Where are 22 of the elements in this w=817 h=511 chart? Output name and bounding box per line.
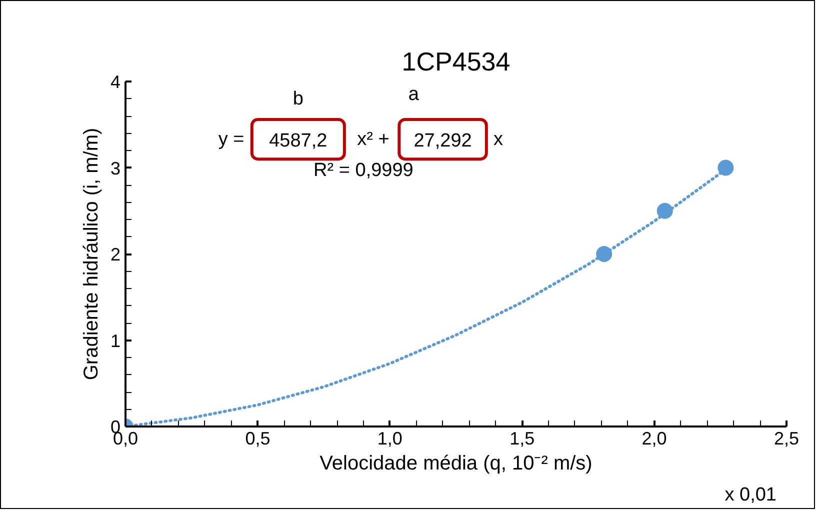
y-tick-label: 1 xyxy=(110,330,121,351)
annotation: y = xyxy=(218,128,244,150)
annotation: b xyxy=(292,88,304,110)
annotation: a xyxy=(408,84,420,105)
y-axis-title: Gradiente hidráulico (i, m/m) xyxy=(80,128,102,380)
x-tick-label: 1,0 xyxy=(377,428,402,448)
x-tick-label: 1,5 xyxy=(510,428,535,448)
annotation: x² + xyxy=(357,128,390,150)
x-tick-label: 2,5 xyxy=(774,428,800,448)
annotation: x xyxy=(494,128,504,150)
point xyxy=(718,160,734,176)
annotation: 4587,2 xyxy=(269,130,328,152)
x-tick-label: 0,5 xyxy=(245,428,270,448)
chart-title: 1CP4534 xyxy=(402,46,510,76)
annotation: 27,292 xyxy=(414,130,472,152)
y-tick-label: 4 xyxy=(110,72,121,92)
annotation: R² = 0,9999 xyxy=(314,160,414,181)
x-axis-title: Velocidade média (q, 10⁻² m/s) xyxy=(320,452,592,474)
text: x 0,01 xyxy=(724,484,777,506)
y-tick-label: 3 xyxy=(110,158,121,178)
y-tick-label: 2 xyxy=(110,244,121,264)
x-tick-label: 2,0 xyxy=(642,428,667,448)
